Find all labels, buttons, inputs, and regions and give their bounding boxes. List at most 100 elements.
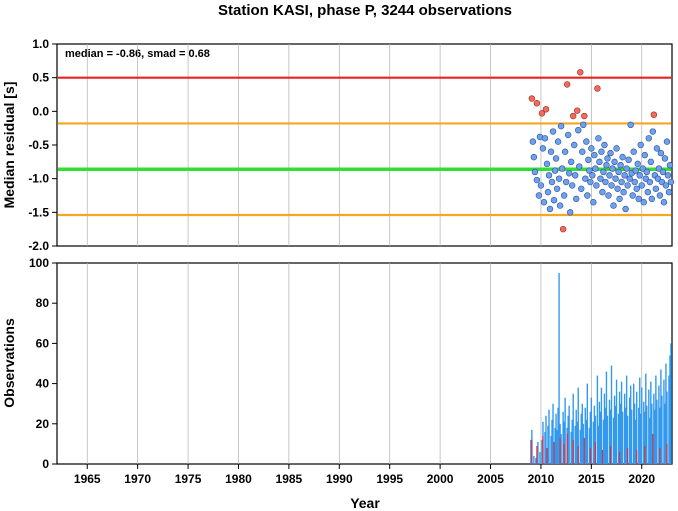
residual-point <box>644 188 652 196</box>
residual-point <box>637 141 644 149</box>
x-tick-label: 1990 <box>326 472 353 486</box>
top-y-tick-label: 0.0 <box>32 104 49 118</box>
residual-point <box>660 199 668 206</box>
residual-point <box>598 148 605 155</box>
residual-point <box>554 138 562 145</box>
residual-point <box>537 182 545 189</box>
x-tick-label: 2020 <box>628 472 655 486</box>
outlier-point <box>563 81 571 88</box>
residual-point <box>589 172 596 179</box>
residual-point <box>572 172 579 179</box>
residual-point <box>588 145 595 152</box>
bottom-y-tick-label: 80 <box>36 296 50 310</box>
residual-point <box>619 153 626 161</box>
residual-point <box>617 162 624 169</box>
residual-point <box>596 158 603 166</box>
outlier-point <box>533 100 541 107</box>
x-tick-label: 1975 <box>175 472 202 486</box>
residual-point <box>565 170 573 177</box>
residual-point <box>607 149 614 157</box>
outlier-point <box>569 112 577 120</box>
residual-point <box>635 195 642 203</box>
residual-point <box>546 205 554 213</box>
residual-point <box>641 151 648 159</box>
outlier-point <box>542 106 550 113</box>
residual-point <box>661 155 669 162</box>
residual-point <box>636 172 643 179</box>
outlier-point <box>574 107 581 114</box>
bottom-y-tick-label: 100 <box>29 256 49 270</box>
x-axis-label: Year <box>350 495 380 511</box>
outlier-point <box>528 95 536 102</box>
chart-title: Station KASI, phase P, 3244 observations <box>218 2 512 19</box>
residual-point <box>609 165 616 172</box>
top-y-axis-label: Median residual [s] <box>1 82 17 209</box>
residual-point <box>645 135 653 142</box>
residual-point <box>544 188 552 196</box>
residual-point <box>601 141 608 149</box>
bottom-y-axis-label: Observations <box>1 318 17 408</box>
residual-point <box>543 160 551 168</box>
top-y-tick-label: -1.0 <box>28 172 49 186</box>
residual-point <box>627 121 634 129</box>
residual-point <box>604 155 611 162</box>
residual-point <box>555 175 563 182</box>
residual-point <box>547 148 555 155</box>
residual-point <box>615 168 622 176</box>
residual-point <box>582 175 589 182</box>
residual-point <box>549 128 557 135</box>
residual-point <box>585 156 592 164</box>
residual-point <box>562 178 570 186</box>
residual-point <box>575 126 582 134</box>
residual-point <box>652 185 660 192</box>
residual-point <box>613 145 620 152</box>
residual-point <box>603 162 610 169</box>
residual-point <box>597 175 604 182</box>
residual-point <box>665 188 673 196</box>
residual-point <box>659 168 667 176</box>
x-tick-label: 1980 <box>225 472 252 486</box>
residual-point <box>548 178 556 186</box>
bottom-y-tick-label: 20 <box>36 417 50 431</box>
outlier-point <box>581 112 588 120</box>
residual-point <box>599 188 606 196</box>
residual-point <box>571 141 578 149</box>
x-tick-label: 1965 <box>74 472 101 486</box>
residual-point <box>566 209 574 216</box>
residual-point <box>578 185 585 192</box>
residual-point <box>625 156 632 164</box>
residual-point <box>583 138 590 145</box>
residual-point <box>602 178 609 186</box>
residual-point <box>656 192 664 199</box>
residual-point <box>580 121 587 129</box>
residual-point <box>632 167 639 174</box>
residual-point <box>556 202 564 209</box>
residual-point <box>664 172 672 179</box>
residual-point <box>560 192 568 199</box>
residual-point <box>622 205 629 213</box>
residual-point <box>564 131 572 139</box>
residual-point <box>531 168 539 176</box>
x-tick-label: 1995 <box>376 472 403 486</box>
x-tick-label: 2000 <box>427 472 454 486</box>
residual-point <box>579 148 586 155</box>
outlier-point <box>577 69 584 76</box>
bottom-panel: Observations Year 100 80 60 40 20 0 1965 1970 19… <box>1 256 673 511</box>
residual-point <box>629 192 636 199</box>
residual-point <box>593 182 600 189</box>
x-tick-label: 1985 <box>276 472 303 486</box>
residual-point <box>552 155 560 162</box>
residual-point <box>586 167 593 174</box>
top-y-tick-label: -1.5 <box>28 205 49 219</box>
residual-point <box>590 199 597 206</box>
residual-point <box>600 168 607 176</box>
residual-point <box>584 192 591 199</box>
residual-point <box>576 163 583 170</box>
residual-point <box>610 202 617 209</box>
residual-point <box>618 178 625 186</box>
residual-point <box>657 149 665 157</box>
residual-point <box>638 182 645 189</box>
residual-point <box>630 148 637 155</box>
residual-point <box>642 175 649 182</box>
